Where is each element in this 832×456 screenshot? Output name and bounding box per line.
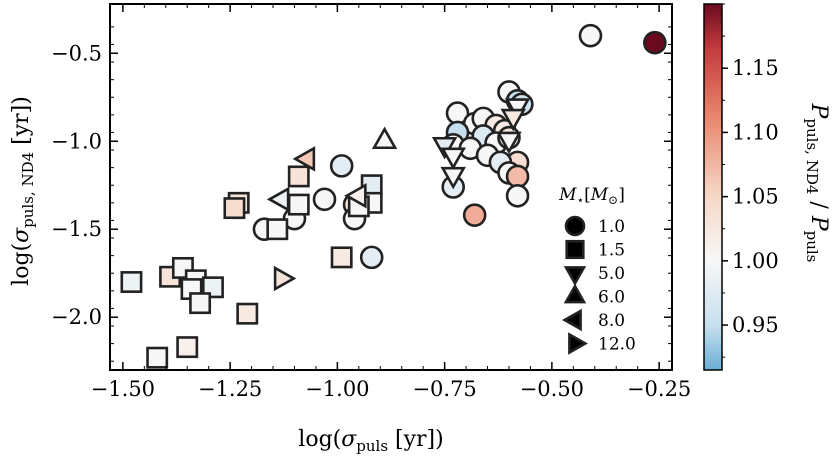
axes: −1.50 −1.25 −1.00 −0.75 −0.50 −0.25 −0.5 −1.0 −1… bbox=[9, 3, 691, 455]
data-point bbox=[578, 23, 603, 48]
data-point bbox=[292, 146, 316, 172]
colorbar-tick-label: 1.00 bbox=[732, 249, 779, 273]
data-point bbox=[462, 203, 487, 227]
y-axis-label: log(σpuls, ND4 [yr]) bbox=[9, 96, 37, 286]
data-point bbox=[146, 346, 169, 369]
legend-marker bbox=[562, 308, 582, 332]
data-point bbox=[176, 336, 199, 359]
colorbar-tick-label: 1.05 bbox=[732, 185, 779, 209]
data-point bbox=[330, 246, 353, 269]
x-tick-label: −0.50 bbox=[520, 377, 584, 401]
data-point bbox=[266, 186, 290, 213]
data-point bbox=[273, 265, 297, 292]
x-tick-label: −0.75 bbox=[412, 377, 476, 401]
legend-label: 6.0 bbox=[598, 288, 625, 308]
data-point bbox=[120, 271, 143, 293]
data-point bbox=[643, 30, 667, 55]
data-point bbox=[496, 131, 522, 155]
data-point bbox=[287, 193, 310, 216]
x-tick-label: −1.00 bbox=[305, 377, 369, 401]
legend-marker bbox=[568, 332, 588, 355]
data-point bbox=[500, 108, 526, 132]
data-point bbox=[329, 154, 354, 178]
legend-label: 8.0 bbox=[598, 311, 625, 331]
plot-frame bbox=[109, 3, 673, 371]
data-point bbox=[505, 183, 530, 208]
x-tick-label: −1.25 bbox=[198, 377, 262, 401]
colorbar-label: Ppuls, ND4 / Ppuls bbox=[803, 103, 831, 263]
data-points bbox=[120, 23, 667, 369]
data-point bbox=[359, 245, 384, 270]
legend-marker bbox=[565, 239, 585, 260]
legend-marker bbox=[564, 215, 586, 237]
legend-label: 1.0 bbox=[598, 217, 625, 237]
x-tick-label: −0.25 bbox=[627, 377, 691, 401]
data-point bbox=[189, 292, 212, 315]
legend-marker bbox=[563, 283, 587, 304]
data-point bbox=[505, 164, 530, 189]
y-tick-label: −2.0 bbox=[51, 305, 102, 329]
legend-title: M⋆[M⊙] bbox=[558, 185, 625, 207]
data-point bbox=[312, 187, 337, 212]
legend-marker bbox=[563, 266, 587, 286]
data-point bbox=[371, 126, 398, 150]
data-point bbox=[344, 183, 367, 209]
marker-legend: M⋆[M⊙] 1.0 1.5 5.0 6.0 8.0 12.0 bbox=[558, 185, 636, 355]
y-tick-label: −1.5 bbox=[51, 217, 102, 241]
x-tick-label: −1.50 bbox=[91, 377, 155, 401]
colorbar-tick-label: 0.95 bbox=[732, 313, 779, 337]
colorbar: 0.95 1.00 1.05 1.10 1.15 Ppuls, ND4 / Ppuls bbox=[703, 3, 831, 371]
data-point bbox=[202, 276, 224, 299]
colorbar-tick-label: 1.15 bbox=[732, 56, 779, 80]
y-tick-label: −1.0 bbox=[51, 129, 102, 153]
legend-label: 5.0 bbox=[598, 264, 625, 284]
data-point bbox=[287, 165, 310, 188]
x-axis-label: log(σpuls [yr]) bbox=[298, 427, 443, 455]
legend-label: 12.0 bbox=[598, 335, 636, 355]
data-point bbox=[440, 166, 466, 190]
data-point bbox=[223, 197, 246, 220]
data-point bbox=[236, 302, 259, 325]
legend-label: 1.5 bbox=[598, 241, 625, 261]
data-point bbox=[440, 147, 466, 171]
data-point bbox=[266, 218, 289, 241]
colorbar-gradient bbox=[703, 3, 723, 371]
colorbar-tick-label: 1.10 bbox=[732, 120, 779, 144]
y-tick-label: −0.5 bbox=[51, 41, 102, 65]
